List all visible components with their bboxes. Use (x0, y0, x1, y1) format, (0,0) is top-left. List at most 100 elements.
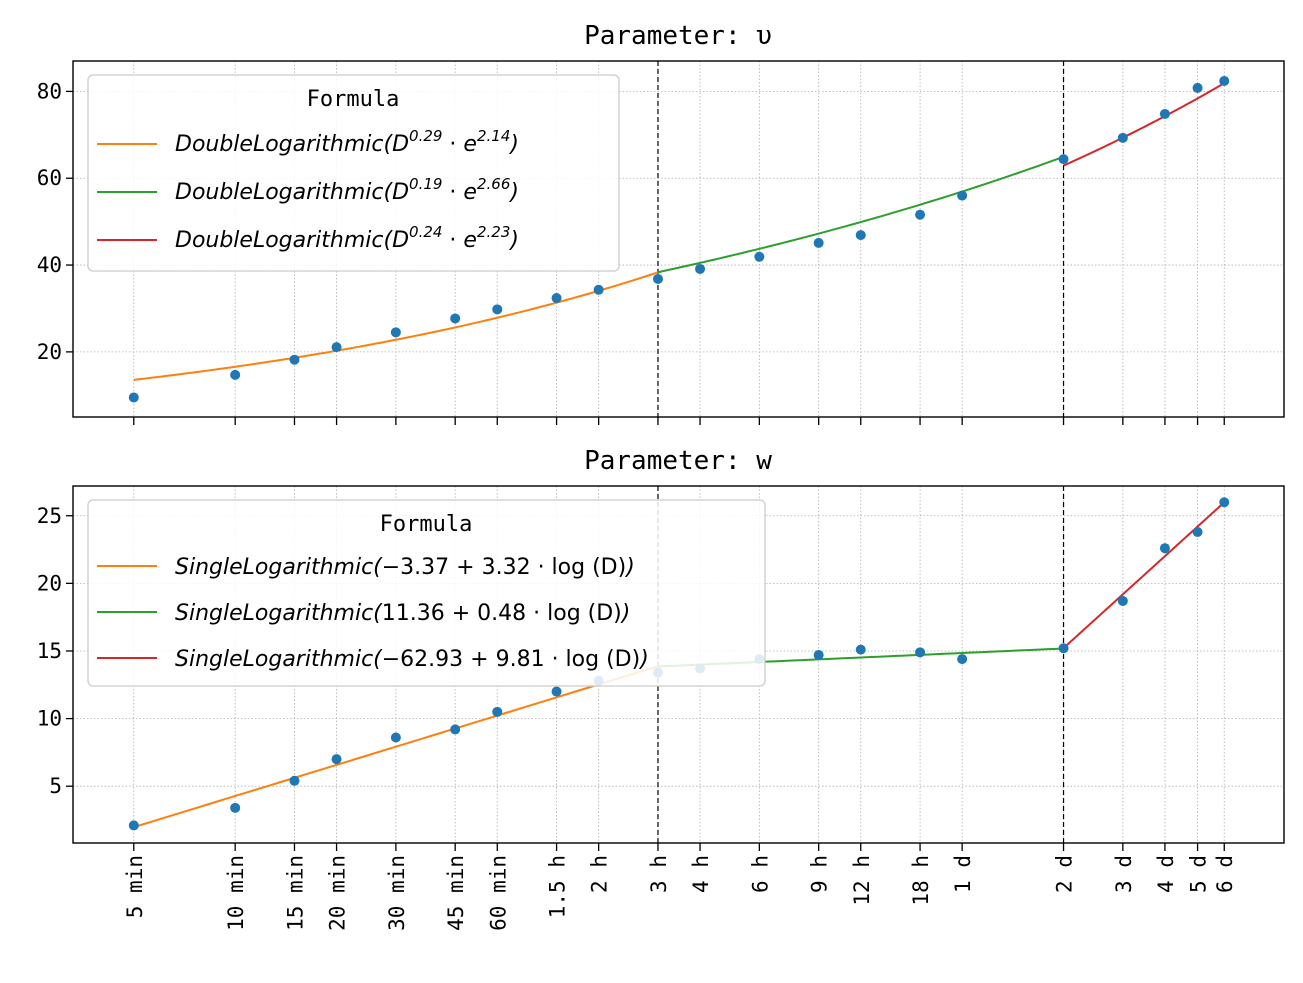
x-tick-label: 10 min (224, 855, 248, 931)
data-point (754, 251, 765, 262)
data-point (957, 654, 968, 665)
data-points (128, 75, 1230, 403)
data-point (492, 706, 503, 717)
y-tick-label: 80 (37, 79, 62, 103)
data-point (652, 273, 663, 284)
fit-line-2 (1062, 501, 1225, 649)
x-tick-label: 18 h (909, 855, 933, 906)
data-point (128, 820, 139, 831)
x-tick-label: 30 min (385, 855, 409, 931)
x-tick-label: 3 h (647, 855, 671, 893)
y-tick-label: 5 (49, 774, 62, 798)
data-point (1117, 595, 1128, 606)
y-tick-label: 10 (37, 707, 62, 731)
data-point (551, 686, 562, 697)
breakpoint-lines (657, 61, 1065, 417)
data-point (230, 369, 241, 380)
data-point (331, 342, 342, 353)
data-point (1117, 132, 1128, 143)
x-tick-label: 6 h (748, 855, 772, 893)
x-tick-label: 5 d (1187, 855, 1211, 893)
legend: Formula SingleLogarithmic(−3.37 + 3.32 ·… (87, 499, 766, 687)
panel-parameter-w: Parameter: w 5 10 15 20 25 5 min 10 min 15 min… (37, 446, 1285, 931)
fit-line-0 (133, 271, 659, 381)
x-tick-label: 1 d (951, 855, 975, 893)
x-tick-label: 15 min (283, 855, 307, 931)
chart-title: Parameter: υ (584, 21, 772, 51)
plot-frame (72, 60, 1285, 418)
grid (73, 61, 1284, 417)
y-tick-label: 60 (37, 166, 62, 190)
data-point (1219, 497, 1230, 508)
y-tick-label: 40 (37, 253, 62, 277)
data-point (450, 313, 461, 324)
data-point (915, 209, 926, 220)
x-axis: 5 min 10 min 15 min 20 min 30 min 45 min 60 mi… (123, 843, 1237, 931)
x-tick-label: 20 min (326, 855, 350, 931)
data-point (289, 775, 300, 786)
x-tick-label: 45 min (444, 855, 468, 931)
data-point (855, 644, 866, 655)
data-point (1219, 75, 1230, 86)
x-tick-label: 5 min (123, 855, 147, 918)
x-tick-label: 1.5 h (546, 855, 570, 918)
data-point (492, 304, 503, 315)
data-point (593, 284, 604, 295)
legend-entry-0: DoubleLogarithmic(D0.29 · e2.14) (175, 127, 519, 157)
data-point (957, 190, 968, 201)
data-point (695, 263, 706, 274)
data-point (390, 327, 401, 338)
x-tick-label: 6 d (1213, 855, 1237, 893)
fit-line-0 (133, 665, 659, 829)
chart-title: Parameter: w (584, 446, 772, 476)
legend-box (87, 499, 766, 687)
x-axis (133, 417, 1225, 425)
legend-entry-2: DoubleLogarithmic(D0.24 · e2.23) (175, 223, 519, 253)
data-point (1159, 543, 1170, 554)
x-tick-label: 2 d (1053, 855, 1077, 893)
data-point (450, 724, 461, 735)
legend-entry-1: SingleLogarithmic(11.36 + 0.48 · log (D)… (175, 601, 630, 626)
fit-line-2 (1063, 82, 1225, 167)
data-point (1192, 82, 1203, 93)
data-point (1058, 643, 1069, 654)
legend: Formula DoubleLogarithmic(D0.29 · e2.14)… (87, 74, 620, 272)
data-point (813, 650, 824, 661)
fit-line-1 (657, 155, 1064, 274)
data-point (1058, 154, 1069, 165)
y-axis: 5 10 15 20 25 (37, 504, 73, 798)
y-tick-label: 20 (37, 340, 62, 364)
data-point (855, 230, 866, 241)
y-axis: 20 40 60 80 (37, 79, 73, 364)
panel-parameter-u: Parameter: υ 20 40 60 80 Formula DoubleLoga… (37, 21, 1285, 425)
y-tick-label: 20 (37, 571, 62, 595)
x-tick-label: 2 h (588, 855, 612, 893)
y-tick-label: 15 (37, 639, 62, 663)
legend-entry-2: SingleLogarithmic(−62.93 + 9.81 · log (D… (175, 647, 649, 672)
x-tick-label: 12 h (850, 855, 874, 906)
data-point (915, 647, 926, 658)
x-tick-label: 4 h (689, 855, 713, 893)
data-point (230, 802, 241, 813)
data-point (813, 237, 824, 248)
data-point (331, 754, 342, 765)
legend-entry-1: DoubleLogarithmic(D0.19 · e2.66) (175, 175, 519, 205)
legend-box (87, 74, 620, 272)
x-tick-label: 9 h (808, 855, 832, 893)
data-point (289, 354, 300, 365)
data-point (1159, 108, 1170, 119)
data-point (551, 293, 562, 304)
legend-title: Formula (307, 87, 400, 112)
data-point (390, 732, 401, 743)
x-tick-label: 60 min (486, 855, 510, 931)
x-tick-label: 4 d (1154, 855, 1178, 893)
plot-frame (72, 485, 1285, 844)
x-tick-label: 3 d (1112, 855, 1136, 893)
fit-lines (133, 82, 1225, 381)
y-tick-label: 25 (37, 504, 62, 528)
data-point (128, 392, 139, 403)
data-point (1192, 526, 1203, 537)
legend-entry-0: SingleLogarithmic(−3.37 + 3.32 · log (D)… (175, 555, 635, 580)
legend-title: Formula (380, 512, 473, 537)
